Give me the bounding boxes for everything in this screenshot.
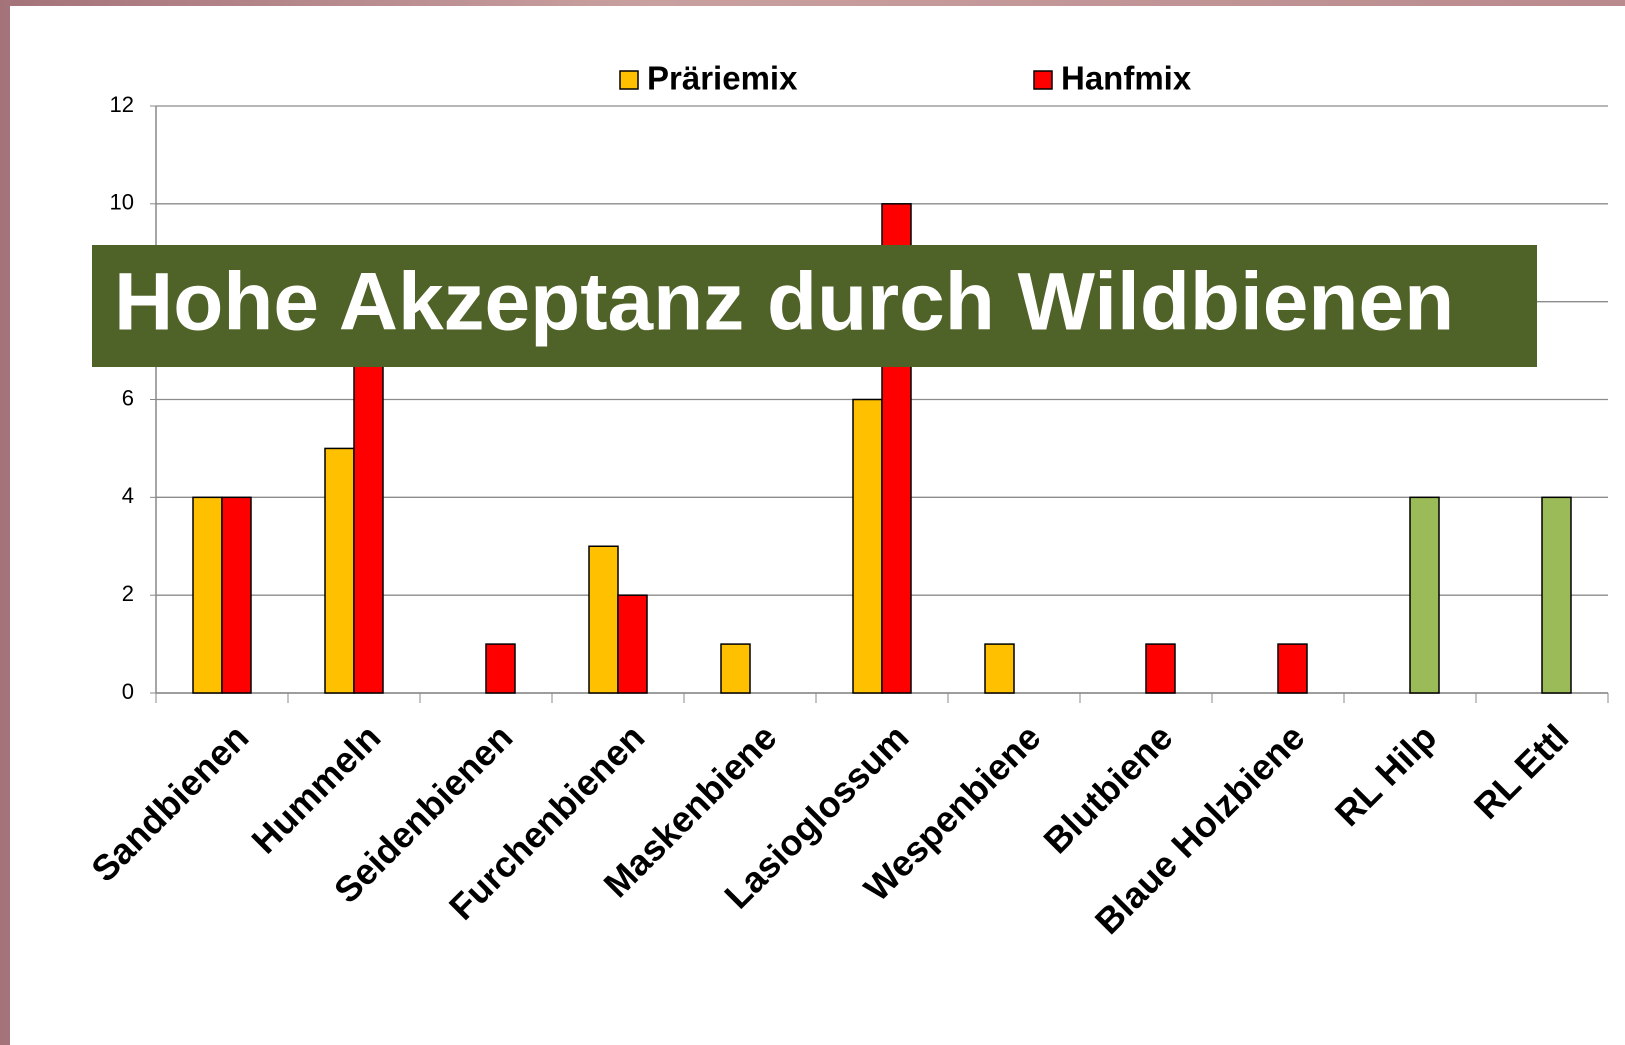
y-tick-label: 2 xyxy=(122,581,134,606)
banner-title: Hohe Akzeptanz durch Wildbienen xyxy=(114,257,1454,348)
y-tick-label: 4 xyxy=(122,483,134,508)
legend-label: Hanfmix xyxy=(1061,60,1192,97)
legend-swatch xyxy=(619,70,639,90)
bar xyxy=(720,643,751,694)
bar xyxy=(1409,496,1440,694)
bar xyxy=(192,496,223,694)
bar xyxy=(588,545,619,694)
legend-label: Präriemix xyxy=(647,60,798,97)
bar xyxy=(1145,643,1176,694)
legend-swatch xyxy=(1033,70,1053,90)
bar xyxy=(324,447,355,694)
banner xyxy=(92,245,1537,367)
bar xyxy=(984,643,1015,694)
bar xyxy=(852,398,883,694)
bar xyxy=(1277,643,1308,694)
panel xyxy=(10,6,1625,1045)
y-tick-label: 6 xyxy=(122,385,134,410)
bar xyxy=(1541,496,1572,694)
bar xyxy=(617,594,648,694)
bar xyxy=(221,496,252,694)
y-tick-label: 10 xyxy=(110,190,134,215)
y-tick-label: 0 xyxy=(122,679,134,704)
bar xyxy=(485,643,516,694)
y-tick-label: 12 xyxy=(110,92,134,117)
